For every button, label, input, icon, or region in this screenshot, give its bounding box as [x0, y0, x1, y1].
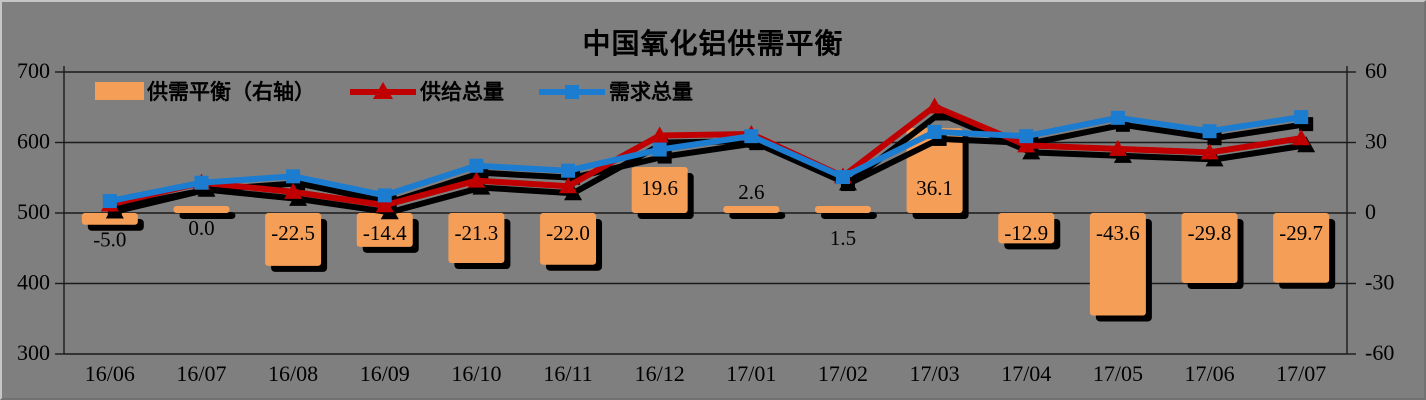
bar-value-label: -29.8 — [1188, 221, 1232, 245]
x-axis-label: 16/11 — [543, 361, 592, 386]
bar — [1089, 213, 1146, 316]
bar-value-label: 19.6 — [641, 176, 678, 200]
supply-marker — [650, 126, 669, 143]
demand-marker — [1110, 110, 1125, 125]
legend-label-balance: 供需平衡（右轴） — [147, 80, 315, 104]
x-axis-label: 17/07 — [1276, 361, 1326, 386]
bar-value-label: -21.3 — [455, 221, 499, 245]
legend-item-supply: 供给总量 — [349, 76, 504, 106]
demand-line-shadow — [111, 121, 1310, 212]
left-axis-label: 500 — [17, 199, 50, 224]
bar-shadow — [729, 212, 786, 219]
bar-value-label: -5.0 — [93, 228, 126, 252]
x-axis-label: 17/05 — [1093, 361, 1143, 386]
supply-marker — [1292, 129, 1311, 146]
left-axis-label: 600 — [17, 129, 50, 154]
bar-value-label: -22.5 — [271, 221, 315, 245]
left-axis-label: 400 — [17, 270, 50, 295]
bar — [81, 213, 138, 225]
bar — [356, 213, 413, 247]
bar-value-label: -14.4 — [363, 221, 407, 245]
supply-marker — [1017, 136, 1036, 153]
left-axis-label: 700 — [17, 58, 50, 83]
right-axis-label: 60 — [1365, 58, 1387, 83]
bar — [814, 206, 871, 213]
chart-title: 中国氧化铝供需平衡 — [582, 27, 844, 60]
bar-value-label: 2.6 — [738, 180, 764, 204]
demand-marker — [102, 194, 117, 209]
supply-marker — [925, 97, 944, 114]
supply-line — [106, 103, 1305, 209]
left-axis-label: 300 — [17, 340, 50, 365]
bar-value-label: -12.9 — [1004, 221, 1048, 245]
legend-item-balance: 供需平衡（右轴） — [95, 76, 315, 106]
demand-marker — [469, 158, 484, 173]
right-axis-label: 0 — [1365, 199, 1376, 224]
bar-value-label: -43.6 — [1096, 221, 1140, 245]
x-axis-label: 17/02 — [818, 361, 868, 386]
bar — [265, 213, 322, 266]
x-axis-label: 16/09 — [360, 361, 410, 386]
demand-marker — [1202, 124, 1217, 139]
supply-line-triangle-icon — [350, 82, 416, 99]
x-axis-label: 16/07 — [176, 361, 226, 386]
demand-marker — [194, 175, 209, 190]
x-axis-label: 16/10 — [451, 361, 501, 386]
x-axis-label: 16/12 — [635, 361, 685, 386]
bar — [998, 213, 1055, 244]
right-axis-label: -60 — [1365, 340, 1394, 365]
legend-label-supply: 供给总量 — [420, 80, 504, 104]
right-axis-label: -30 — [1365, 270, 1394, 295]
supply-marker — [1108, 139, 1127, 156]
bar-shadow — [179, 212, 236, 219]
balance-bar-swatch-icon — [95, 82, 144, 100]
bar — [1181, 213, 1238, 284]
demand-marker — [377, 188, 392, 203]
demand-marker — [927, 124, 942, 139]
supply-marker — [284, 182, 303, 199]
bar-value-label: 1.5 — [830, 226, 856, 250]
right-axis-label: 30 — [1365, 129, 1387, 154]
bar-value-label: 0.0 — [188, 216, 214, 240]
x-axis-label: 17/06 — [1184, 361, 1234, 386]
supply-marker — [375, 196, 394, 213]
bar — [1273, 213, 1330, 283]
bar-shadow — [820, 212, 877, 219]
demand-marker — [835, 170, 850, 185]
x-axis-label: 16/06 — [85, 361, 135, 386]
supply-marker — [559, 177, 578, 194]
x-axis-label: 17/01 — [726, 361, 776, 386]
bar-value-label: -29.7 — [1279, 221, 1323, 245]
demand-marker — [1019, 129, 1034, 144]
supply-marker — [467, 171, 486, 188]
supply-marker — [1200, 143, 1219, 160]
bar — [540, 213, 597, 265]
legend-item-demand: 需求总量 — [538, 76, 693, 106]
demand-marker — [652, 142, 667, 157]
x-axis-label: 17/03 — [910, 361, 960, 386]
demand-marker — [1294, 110, 1309, 125]
bar — [448, 213, 505, 264]
bar-value-label: -22.0 — [546, 221, 590, 245]
legend-label-demand: 需求总量 — [609, 80, 693, 104]
bar-value-label: 36.1 — [916, 176, 953, 200]
demand-marker — [286, 169, 301, 184]
x-axis-label: 16/08 — [268, 361, 318, 386]
bar — [631, 166, 688, 213]
demand-line-square-icon — [539, 85, 605, 99]
legend: 供需平衡（右轴） 供给总量 需求总量 — [95, 78, 693, 104]
demand-line — [106, 114, 1305, 205]
x-axis-label: 17/04 — [1001, 361, 1051, 386]
demand-marker — [744, 129, 759, 144]
demand-marker — [561, 163, 576, 178]
bar — [723, 206, 780, 213]
bar — [173, 206, 230, 213]
